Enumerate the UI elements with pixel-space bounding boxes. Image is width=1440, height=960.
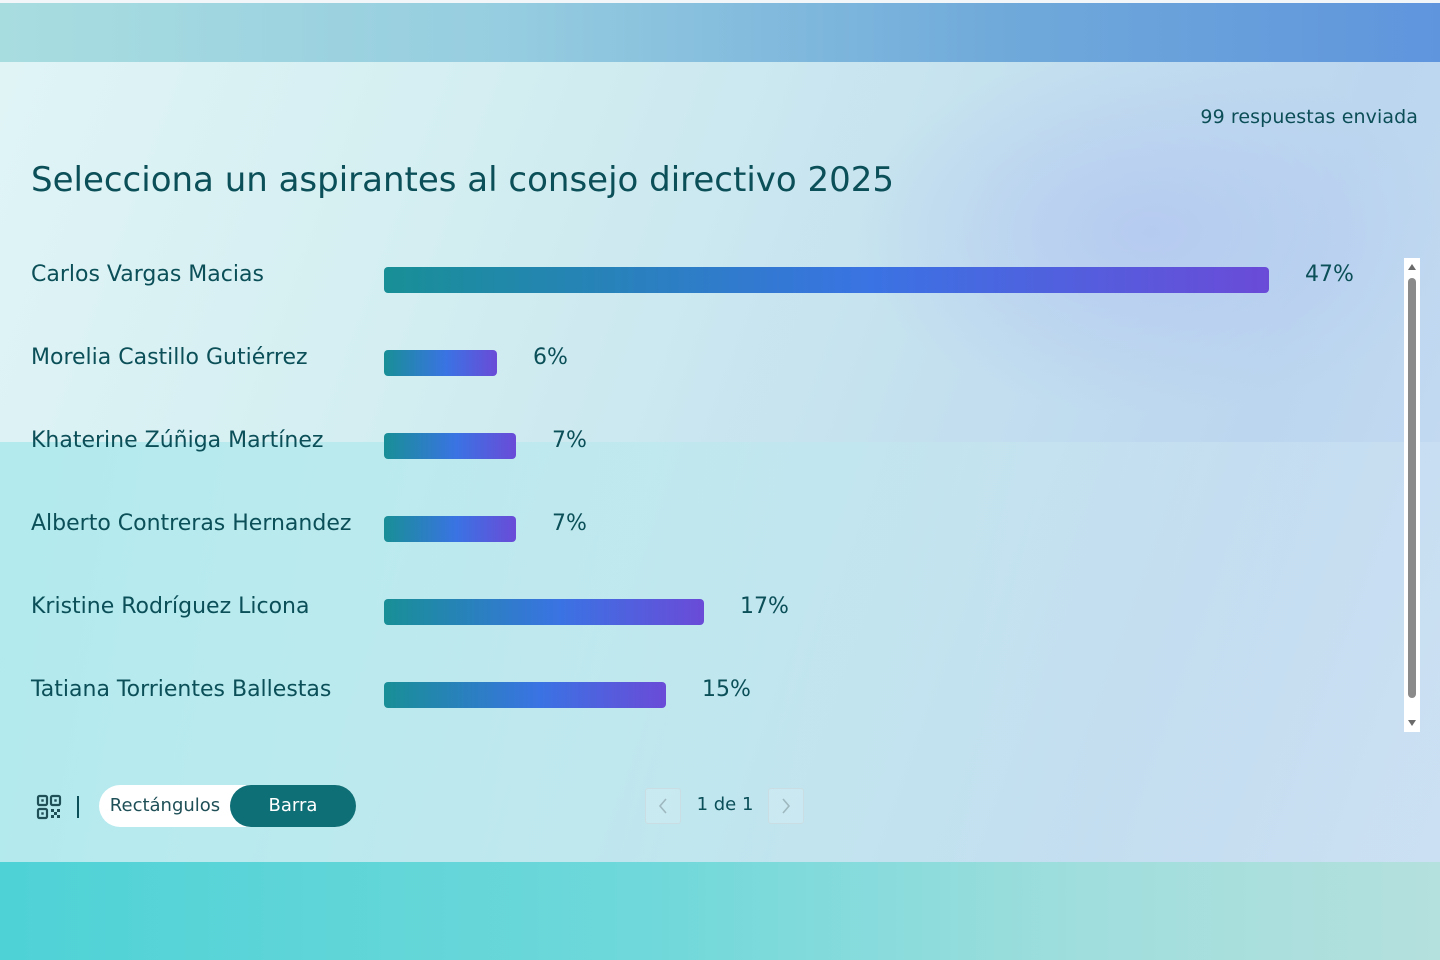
- top-banner: [0, 0, 1440, 62]
- candidate-label: Kristine Rodríguez Licona: [31, 594, 310, 619]
- toggle-bar-option[interactable]: Barra: [230, 785, 356, 827]
- percentage-label: 7%: [552, 428, 587, 453]
- scroll-thumb[interactable]: [1408, 278, 1416, 698]
- percentage-label: 6%: [533, 345, 568, 370]
- result-bar: [384, 350, 497, 376]
- chart-scrollbar[interactable]: [1404, 258, 1420, 732]
- result-bar: [384, 599, 704, 625]
- candidate-label: Morelia Castillo Gutiérrez: [31, 345, 308, 370]
- view-toggle: Rectángulos Barra: [99, 785, 356, 827]
- qr-code-icon[interactable]: [36, 794, 62, 820]
- candidate-label: Alberto Contreras Hernandez: [31, 511, 352, 536]
- candidate-label: Carlos Vargas Macias: [31, 262, 264, 287]
- chart-row: Morelia Castillo Gutiérrez 6%: [0, 339, 1400, 379]
- chart-row: Khaterine Zúñiga Martínez 7%: [0, 422, 1400, 462]
- chevron-left-icon: [658, 798, 667, 814]
- page-indicator: 1 de 1: [696, 794, 754, 815]
- percentage-label: 15%: [702, 677, 751, 702]
- footer-divider: [77, 796, 79, 818]
- result-bar: [384, 433, 516, 459]
- result-bar: [384, 516, 516, 542]
- chart-row: Carlos Vargas Macias 47%: [0, 256, 1400, 296]
- next-page-button[interactable]: [768, 788, 804, 824]
- chart-row: Kristine Rodríguez Licona 17%: [0, 588, 1400, 628]
- percentage-label: 17%: [740, 594, 789, 619]
- bottom-banner: [0, 862, 1440, 960]
- percentage-label: 7%: [552, 511, 587, 536]
- chart-row: Alberto Contreras Hernandez 7%: [0, 505, 1400, 545]
- results-bar-chart: Carlos Vargas Macias 47% Morelia Castillo …: [0, 256, 1400, 736]
- responses-count: 99 respuestas enviada: [1200, 106, 1418, 128]
- scroll-up-arrow-icon[interactable]: [1408, 264, 1416, 270]
- percentage-label: 47%: [1305, 262, 1354, 287]
- question-title: Selecciona un aspirantes al consejo dire…: [31, 160, 895, 200]
- results-panel: 99 respuestas enviada Selecciona un aspi…: [0, 62, 1440, 862]
- chevron-right-icon: [782, 798, 791, 814]
- previous-page-button[interactable]: [645, 788, 681, 824]
- chart-row: Tatiana Torrientes Ballestas 15%: [0, 671, 1400, 711]
- candidate-label: Khaterine Zúñiga Martínez: [31, 428, 324, 453]
- result-bar: [384, 682, 666, 708]
- toggle-rectangles-option[interactable]: Rectángulos: [109, 795, 221, 816]
- result-bar: [384, 267, 1269, 293]
- candidate-label: Tatiana Torrientes Ballestas: [31, 677, 332, 702]
- scroll-down-arrow-icon[interactable]: [1408, 720, 1416, 726]
- results-footer: Rectángulos Barra 1 de 1: [0, 784, 1440, 830]
